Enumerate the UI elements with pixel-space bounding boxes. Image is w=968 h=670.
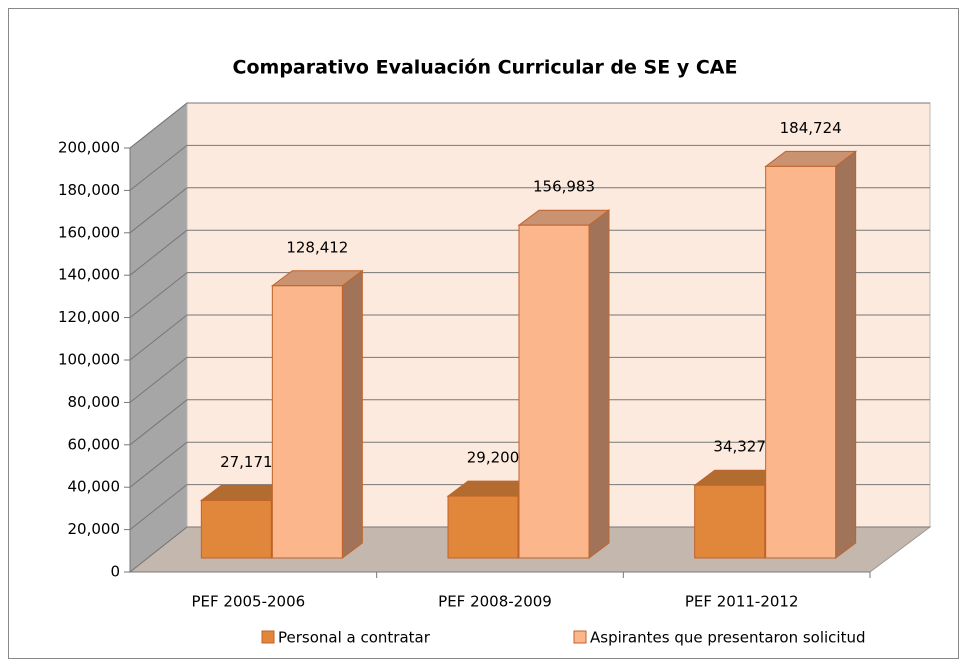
y-tick-label: 160,000 xyxy=(58,223,120,241)
bar xyxy=(447,495,519,559)
data-label: 29,200 xyxy=(467,449,520,467)
grid-line xyxy=(129,441,188,488)
y-tick-label: 20,000 xyxy=(68,520,121,538)
data-label: 34,327 xyxy=(713,438,766,456)
y-tick-label: 120,000 xyxy=(58,308,120,326)
legend-label: Aspirantes que presentaron solicitud xyxy=(590,629,866,647)
y-tick-label: 200,000 xyxy=(58,139,120,157)
legend-label: Personal a contratar xyxy=(278,629,431,647)
grid-line xyxy=(129,314,188,361)
bar xyxy=(765,165,837,559)
grid-line xyxy=(129,187,188,234)
data-label: 156,983 xyxy=(533,178,595,196)
grid-line xyxy=(129,229,188,276)
y-tick-label: 100,000 xyxy=(58,351,120,369)
grid-line xyxy=(129,145,188,191)
bar-side xyxy=(835,150,857,559)
data-label: 27,171 xyxy=(220,453,273,471)
grid-line xyxy=(129,484,188,530)
chart-title: Comparativo Evaluación Curricular de SE … xyxy=(233,57,738,79)
bar-side xyxy=(588,209,610,559)
y-tick-label: 60,000 xyxy=(68,435,121,453)
data-label: 128,412 xyxy=(286,238,348,256)
legend-swatch xyxy=(573,630,587,644)
y-tick-label: 40,000 xyxy=(68,478,121,496)
grid-line xyxy=(129,399,188,446)
y-tick-label: 80,000 xyxy=(68,393,121,411)
grid-line xyxy=(129,526,188,573)
y-tick-label: 0 xyxy=(110,563,120,581)
grid-line xyxy=(129,357,188,403)
legend-swatch xyxy=(261,630,275,644)
x-tick-label: PEF 2011-2012 xyxy=(685,593,799,611)
x-tick-label: PEF 2008-2009 xyxy=(438,593,552,611)
bar xyxy=(518,224,590,559)
data-label: 184,724 xyxy=(780,119,842,137)
grid-line xyxy=(129,102,188,149)
bar xyxy=(271,285,343,559)
x-tick-label: PEF 2005-2006 xyxy=(191,593,305,611)
bar xyxy=(694,484,766,559)
y-tick-label: 180,000 xyxy=(58,181,120,199)
bar xyxy=(200,499,272,559)
bar-side xyxy=(341,269,363,559)
grid-line xyxy=(129,272,188,318)
y-tick-label: 140,000 xyxy=(58,266,120,284)
